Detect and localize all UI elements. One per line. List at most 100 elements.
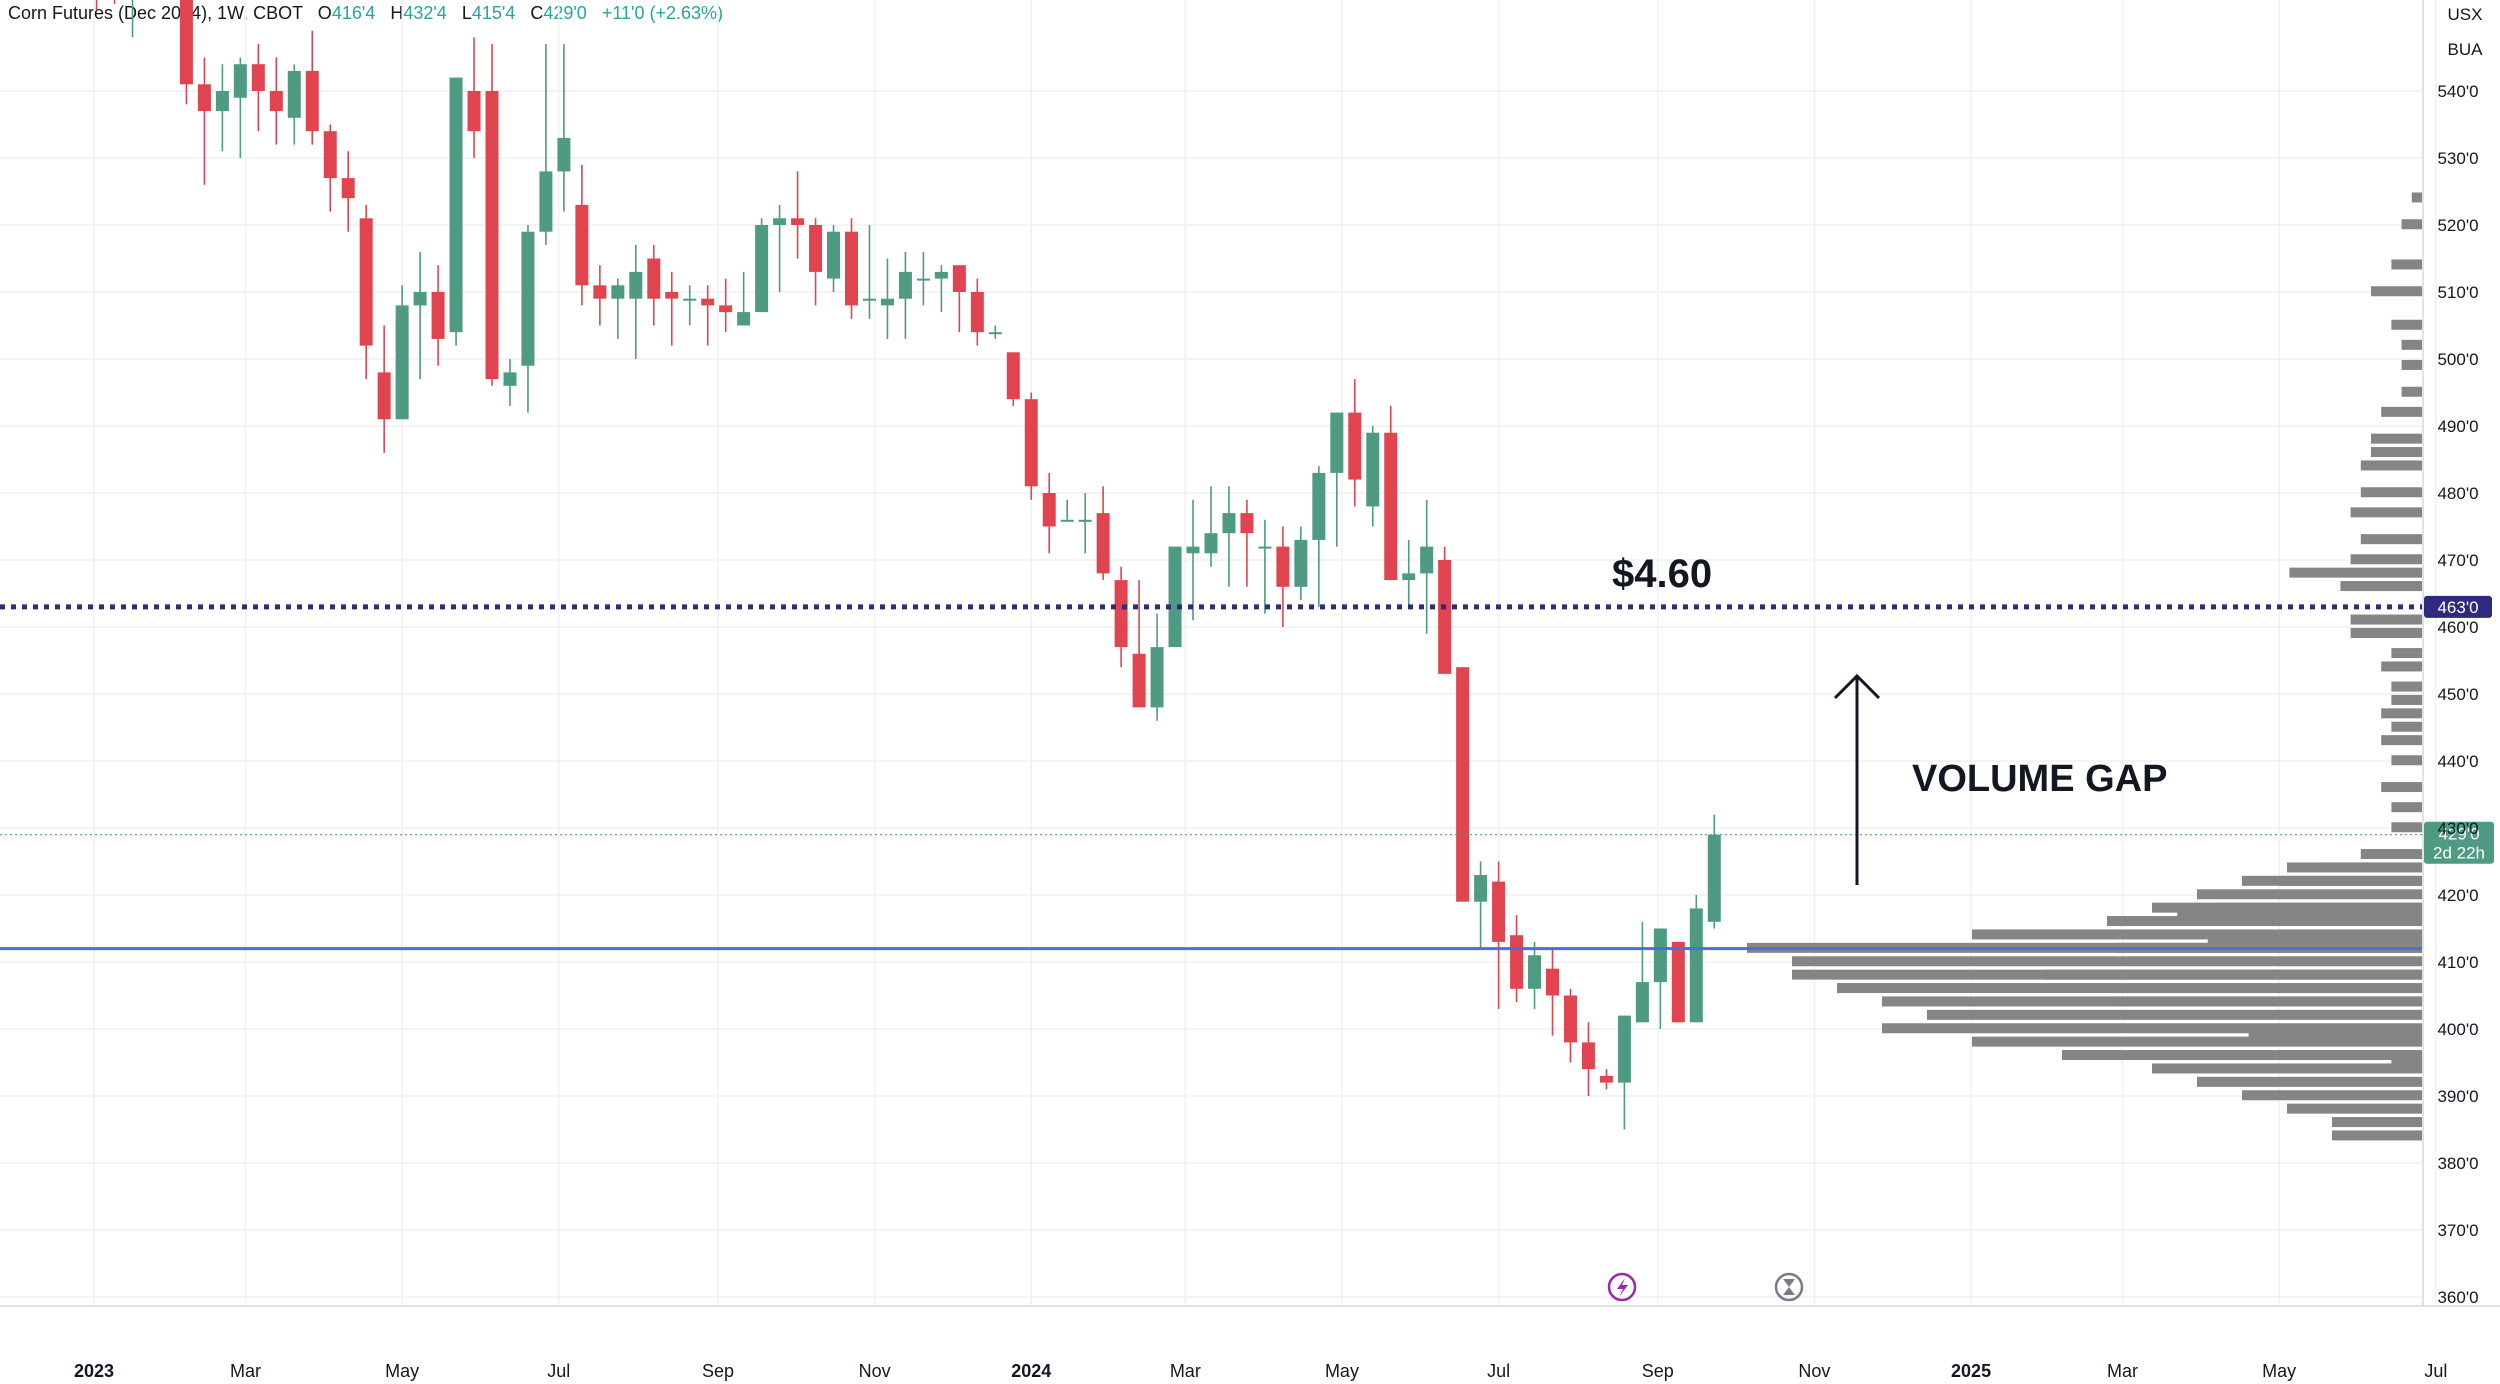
candle-body[interactable]: [629, 271, 643, 299]
candle-body[interactable]: [1276, 546, 1290, 587]
candle-body[interactable]: [970, 292, 984, 333]
candle-body[interactable]: [1653, 928, 1667, 983]
candle-body[interactable]: [1024, 399, 1038, 487]
candle-body[interactable]: [287, 70, 301, 118]
candle-body[interactable]: [1096, 513, 1110, 574]
candle-body[interactable]: [467, 91, 481, 132]
candle-body[interactable]: [233, 64, 247, 98]
candle-body[interactable]: [988, 332, 1002, 335]
currency-unit[interactable]: USX: [2447, 5, 2483, 24]
candle-body[interactable]: [1204, 533, 1218, 554]
candle-body[interactable]: [1330, 412, 1344, 473]
candle-body[interactable]: [1258, 546, 1272, 549]
candle-body[interactable]: [1599, 1075, 1613, 1083]
candle-body[interactable]: [1510, 935, 1524, 989]
candle-body[interactable]: [1546, 968, 1560, 996]
candle-body[interactable]: [1150, 647, 1164, 708]
last-price-tag: [2424, 821, 2494, 864]
candle-body[interactable]: [305, 70, 319, 132]
candle-body[interactable]: [1060, 519, 1074, 522]
candle-body[interactable]: [809, 225, 823, 272]
volume-profile-bar: [2381, 735, 2422, 746]
annotations[interactable]: $4.60 VOLUME GAP: [1607, 552, 2167, 1302]
candle-body[interactable]: [701, 298, 715, 306]
candle-body[interactable]: [1581, 1042, 1595, 1070]
candle-body[interactable]: [1078, 519, 1092, 522]
candle-body[interactable]: [1384, 432, 1398, 581]
candle-body[interactable]: [395, 305, 409, 420]
candle-body[interactable]: [485, 91, 499, 380]
candle-body[interactable]: [665, 292, 679, 299]
candle-body[interactable]: [431, 292, 445, 339]
candle-body[interactable]: [341, 178, 355, 199]
candle-body[interactable]: [1456, 667, 1470, 902]
candle-body[interactable]: [539, 171, 553, 232]
candles[interactable]: [72, 0, 1721, 1130]
candle-body[interactable]: [1402, 573, 1416, 581]
candle-body[interactable]: [737, 312, 751, 326]
candle-body[interactable]: [1042, 493, 1056, 527]
candle-body[interactable]: [377, 372, 391, 420]
price-axis[interactable]: 360'0 370'0 380'0 390'0 400'0 410'0 420'0 430'0…: [2422, 0, 2479, 1307]
candle-body[interactable]: [880, 298, 894, 306]
candle-body[interactable]: [1240, 513, 1254, 534]
candle-body[interactable]: [1312, 472, 1326, 540]
candle-body[interactable]: [1528, 955, 1542, 989]
candle-body[interactable]: [683, 298, 697, 301]
candle-body[interactable]: [323, 131, 337, 179]
candle-body[interactable]: [557, 137, 571, 172]
candle-body[interactable]: [449, 77, 463, 333]
candle-body[interactable]: [269, 91, 283, 112]
lightning-icon[interactable]: [1607, 1272, 1637, 1302]
candle-body[interactable]: [215, 91, 229, 112]
candle-body[interactable]: [1617, 1015, 1631, 1083]
candle-body[interactable]: [1671, 941, 1685, 1023]
candle-body[interactable]: [1635, 982, 1649, 1023]
candle-body[interactable]: [755, 225, 769, 313]
candle-body[interactable]: [862, 298, 876, 301]
candle-body[interactable]: [359, 218, 373, 346]
candle-body[interactable]: [1420, 546, 1434, 574]
candle-body[interactable]: [1474, 874, 1488, 902]
candle-body[interactable]: [1438, 560, 1452, 674]
candle-body[interactable]: [1294, 539, 1308, 587]
candle-body[interactable]: [1168, 546, 1182, 648]
candle-body[interactable]: [1132, 653, 1146, 708]
candle-body[interactable]: [791, 218, 805, 225]
candle-body[interactable]: [1492, 881, 1506, 942]
quantity-unit[interactable]: BUA: [2447, 40, 2483, 59]
candle-body[interactable]: [575, 204, 589, 286]
candle-body[interactable]: [827, 231, 841, 279]
candle-body[interactable]: [1006, 352, 1020, 400]
candle-body[interactable]: [1114, 580, 1128, 648]
candle-body[interactable]: [197, 84, 211, 112]
candle-body[interactable]: [916, 278, 930, 281]
candle-body[interactable]: [179, 0, 193, 85]
candle-body[interactable]: [1222, 513, 1236, 534]
volume-profile-bar: [2401, 386, 2422, 397]
candle-body[interactable]: [898, 271, 912, 299]
hourglass-icon[interactable]: [1774, 1272, 1804, 1302]
candle-body[interactable]: [593, 285, 607, 299]
candle-body[interactable]: [503, 372, 517, 386]
candle-body[interactable]: [1707, 834, 1721, 922]
time-axis[interactable]: 2023 Mar May Jul Sep Nov 2024 Mar May Jul Sep Nov 20…: [0, 1305, 2500, 1381]
candle-body[interactable]: [647, 258, 661, 299]
candle-body[interactable]: [845, 231, 858, 306]
candle-body[interactable]: [1366, 432, 1380, 507]
reference-levels[interactable]: 463'0 429'02d 22h: [0, 595, 2494, 951]
candle-body[interactable]: [1186, 546, 1200, 554]
candle-body[interactable]: [1348, 412, 1362, 480]
candle-body[interactable]: [413, 292, 427, 306]
candle-body[interactable]: [251, 64, 265, 91]
candle-body[interactable]: [611, 285, 625, 299]
candle-body[interactable]: [521, 231, 535, 366]
candle-body[interactable]: [934, 271, 948, 279]
candle-body[interactable]: [1563, 995, 1577, 1043]
x-tick-label: Jul: [1487, 1361, 1510, 1381]
candle-body[interactable]: [773, 218, 787, 225]
candle-body[interactable]: [952, 265, 966, 292]
candle-body[interactable]: [719, 305, 733, 313]
candle-body[interactable]: [1689, 908, 1703, 1023]
